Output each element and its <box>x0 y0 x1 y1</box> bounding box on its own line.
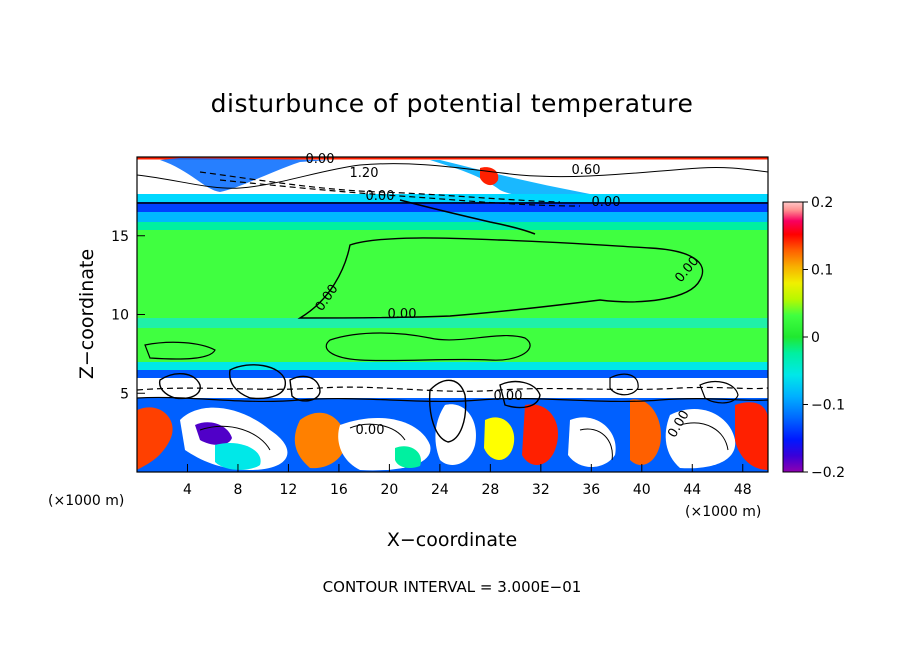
bl-blob-13 <box>215 442 261 470</box>
x-tick-label: 16 <box>330 482 348 498</box>
colorbar-ticks: 0.2 0.1 0 −0.1 −0.2 <box>803 195 845 481</box>
contour-cluster-left <box>158 364 321 402</box>
y-axis-label: Z−coordinate <box>76 249 98 379</box>
bl-blob-4 <box>294 412 346 469</box>
tropopause-teal <box>137 222 768 230</box>
contour-upper-solid <box>137 163 768 189</box>
mid-band-teal <box>137 318 768 328</box>
y-tick-label: 10 <box>111 308 129 324</box>
contour-label: 1.20 <box>350 166 379 181</box>
bl-blob-10 <box>630 399 661 465</box>
x-tick-label: 28 <box>481 482 499 498</box>
contour-label: 0.00 <box>592 195 621 210</box>
colorbar-tick-label: −0.2 <box>811 465 845 481</box>
y-tick-label: 5 <box>120 386 129 402</box>
tropopause-blue <box>137 202 768 212</box>
contour-label: 0.00 <box>356 423 385 438</box>
x-tick-label: 12 <box>280 482 298 498</box>
bl-blob-6 <box>435 404 476 465</box>
lower-band-blue <box>137 370 768 378</box>
y-tick-label: 15 <box>111 229 129 245</box>
x-tick-label: 36 <box>582 482 600 498</box>
contour-lower-dashed <box>137 386 768 392</box>
colorbar-tick-label: 0 <box>811 330 820 346</box>
contour-lower-solid <box>137 396 768 403</box>
x-tick-label: 32 <box>532 482 550 498</box>
contour-label: 0.60 <box>572 163 601 178</box>
contour-upper-dashed-2 <box>219 179 581 207</box>
contour-left-loop <box>144 341 216 360</box>
colorbar-tick-label: 0.2 <box>811 195 833 211</box>
bl-blob-14 <box>395 446 421 468</box>
contour-label: 0.00 <box>388 307 417 322</box>
y-axis-ticks: 5 10 15 <box>111 229 145 402</box>
x-tick-label: 44 <box>683 482 701 498</box>
upper-blue-blob-1 <box>160 158 330 192</box>
x-tick-label: 40 <box>633 482 651 498</box>
bl-blob-7 <box>484 417 515 460</box>
colorbar-tick-label: −0.1 <box>811 398 845 414</box>
x-tick-label: 4 <box>183 482 192 498</box>
plot-area <box>137 157 768 472</box>
contour-interval-note: CONTOUR INTERVAL = 3.000E−01 <box>323 578 582 596</box>
contour-label: 0.00 <box>494 389 523 404</box>
contour-cluster-right <box>609 373 739 404</box>
bl-blob-3 <box>195 422 232 445</box>
lower-band-cyan <box>137 362 768 370</box>
tropopause-cyan <box>137 194 768 202</box>
colorbar <box>782 201 804 473</box>
contour-label: 0.00 <box>366 189 395 204</box>
y-unit-label: (×1000 m) <box>48 493 124 509</box>
chart-title: disturbunce of potential temperature <box>211 89 694 118</box>
contour-diagonal <box>399 199 536 235</box>
contour-upper-dashed <box>199 171 561 203</box>
contour-bl-lines <box>199 422 729 461</box>
colorbar-tick-label: 0.1 <box>811 263 833 279</box>
contour-label: 0.00 <box>306 152 335 167</box>
x-axis-label: X−coordinate <box>387 529 517 551</box>
bl-blob-9 <box>568 417 616 468</box>
x-tick-label: 24 <box>431 482 449 498</box>
bl-blob-12 <box>735 402 768 470</box>
bl-blob-8 <box>522 404 559 466</box>
tropopause-lightblue <box>137 212 768 222</box>
contour-mid-zero <box>297 237 704 319</box>
x-axis-ticks: 4 8 12 16 20 24 28 32 36 40 44 48 <box>183 464 752 498</box>
x-tick-label: 20 <box>380 482 398 498</box>
contour-mid-loop <box>325 332 531 362</box>
x-tick-label: 8 <box>233 482 242 498</box>
bl-blob-1 <box>137 407 173 470</box>
x-tick-label: 48 <box>734 482 752 498</box>
x-unit-label: (×1000 m) <box>685 504 761 520</box>
contour-cluster-mid <box>428 379 541 443</box>
